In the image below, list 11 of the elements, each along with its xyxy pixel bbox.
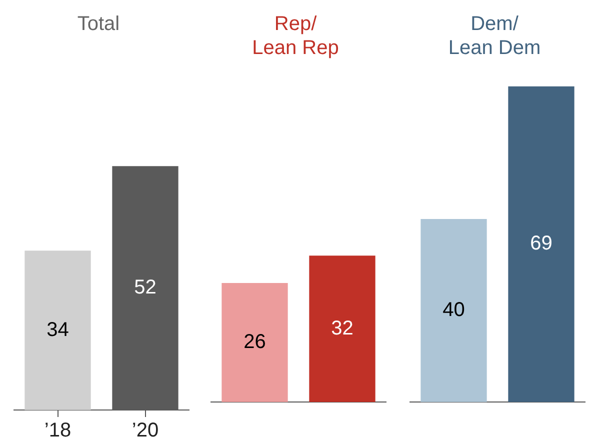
x-tick-label: ’18 [44,420,72,442]
data-label: 34 [46,318,69,341]
data-label: 32 [331,317,354,340]
data-label: 26 [244,331,266,354]
chart-title: Total [77,12,120,36]
data-label: 40 [442,299,465,322]
chart-title: Dem/ Lean Dem [448,12,541,60]
x-tick-label: ’20 [132,420,159,442]
chart-title: Rep/ Lean Rep [252,12,339,60]
data-label: 52 [134,276,156,299]
data-label: 69 [530,232,552,255]
